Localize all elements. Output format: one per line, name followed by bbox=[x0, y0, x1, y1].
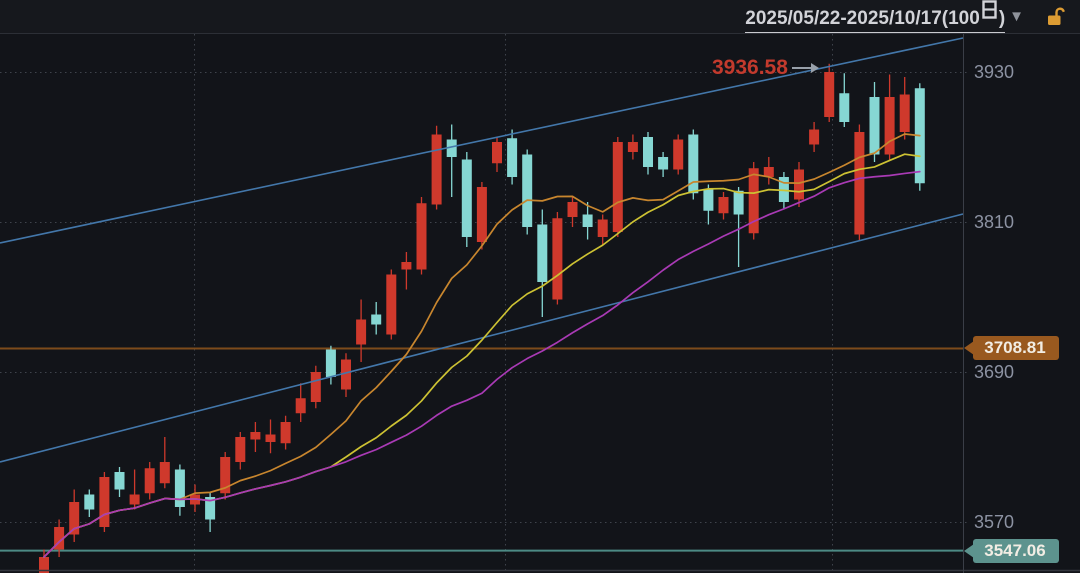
y-tick-3690: 3690 bbox=[974, 362, 1015, 382]
chart-header: 2025/05/22-2025/10/17(100 ) ▼ bbox=[0, 0, 1080, 33]
y-tick-3810: 3810 bbox=[974, 212, 1015, 232]
reference-price-badge-orange: 3708.81 bbox=[964, 336, 1059, 361]
reference-price-badge-teal: 3547.06 bbox=[964, 538, 1059, 563]
peak-price-annotation: 3936.58 bbox=[712, 56, 819, 80]
date-range-selector[interactable]: 2025/05/22-2025/10/17(100 ) bbox=[745, 0, 1006, 33]
kanji-day-glyph bbox=[981, 0, 998, 27]
date-range-text-prefix: 2025/05/22-2025/10/17(100 bbox=[745, 8, 980, 29]
date-range-text-suffix: ) bbox=[998, 8, 1006, 29]
right-arrow-icon bbox=[791, 63, 819, 73]
y-tick-3570: 3570 bbox=[974, 512, 1015, 532]
chevron-down-icon[interactable]: ▼ bbox=[1009, 7, 1024, 25]
unlock-icon[interactable] bbox=[1046, 6, 1066, 27]
badge-notch bbox=[964, 543, 974, 558]
badge-notch bbox=[964, 341, 974, 356]
peak-price-label: 3936.58 bbox=[712, 56, 788, 79]
y-tick-3930: 3930 bbox=[974, 62, 1015, 82]
header-divider bbox=[0, 33, 1080, 34]
